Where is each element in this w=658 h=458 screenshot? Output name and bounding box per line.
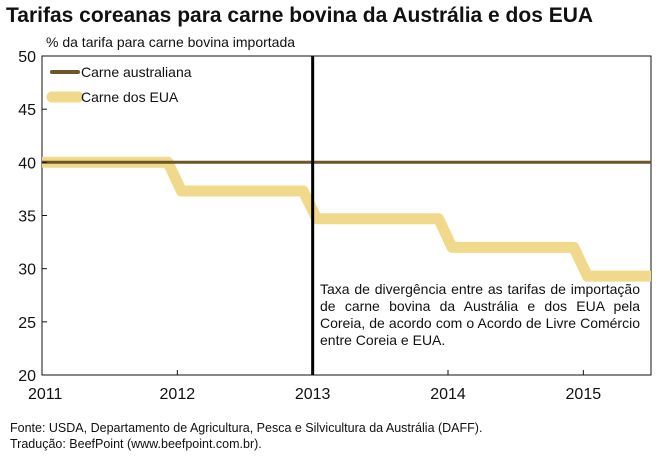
- x-tick-label: 2011: [28, 386, 63, 403]
- legend-label-australian: Carne australiana: [81, 64, 192, 80]
- chart-source: Fonte: USDA, Departamento de Agricultura…: [10, 420, 482, 452]
- x-tick-label: 2013: [295, 386, 331, 403]
- y-tick-label: 25: [18, 315, 36, 332]
- x-tick-label: 2014: [430, 386, 466, 403]
- y-tick-label: 40: [18, 155, 36, 172]
- y-tick-label: 45: [18, 102, 36, 119]
- translation-line: Tradução: BeefPoint (www.beefpoint.com.b…: [10, 437, 262, 451]
- chart-title: Tarifas coreanas para carne bovina da Au…: [6, 4, 594, 27]
- y-tick-label: 20: [18, 368, 36, 385]
- legend-label-us: Carne dos EUA: [81, 89, 179, 105]
- y-tick-label: 35: [18, 209, 36, 226]
- x-tick-label: 2012: [160, 386, 196, 403]
- y-tick-label: 30: [18, 262, 36, 279]
- source-line: Fonte: USDA, Departamento de Agricultura…: [10, 421, 483, 435]
- x-tick-label: 2015: [566, 386, 602, 403]
- y-axis-label: % da tarifa para carne bovina importada: [46, 34, 296, 50]
- chart-annotation: Taxa de divergência entre as tarifas de …: [320, 281, 640, 348]
- us-beef-series-line: [42, 156, 651, 282]
- y-tick-label: 50: [18, 49, 36, 66]
